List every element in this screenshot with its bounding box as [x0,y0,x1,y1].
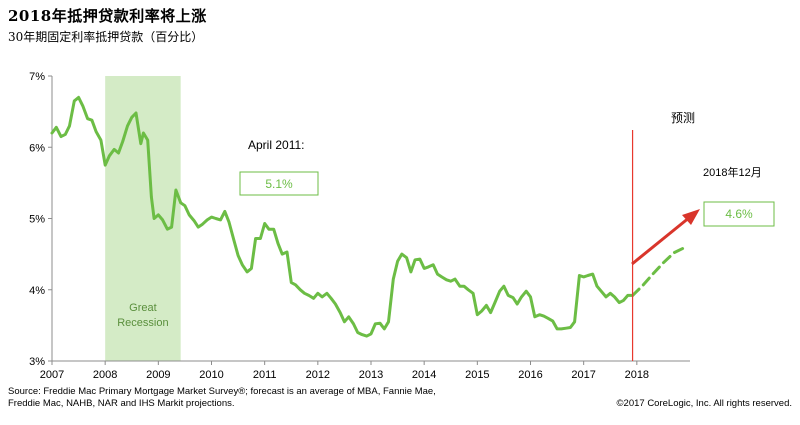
y-tick-label: 7% [29,71,45,83]
x-tick-label: 2007 [40,369,64,381]
chart-title: 2018年抵押贷款利率将上涨 [8,7,207,25]
april-2011-value: 5.1% [265,177,293,191]
y-tick-label: 6% [29,142,45,154]
chart-subtitle: 30年期固定利率抵押贷款（百分比） [8,30,204,44]
x-tick-label: 2010 [199,369,223,381]
recession-label-line1: Great [129,302,157,314]
rate-line-historical [50,95,635,338]
y-tick-label: 5% [29,214,45,226]
forecast-label: 预测 [671,111,695,125]
trend-arrow-shaft [631,215,691,266]
x-tick-label: 2014 [412,369,436,381]
april-2011-label: April 2011: [248,138,304,152]
april-2011-box [239,171,319,196]
dec-2018-box [703,201,775,227]
recession-label-line2: Recession [117,317,168,329]
x-tick-label: 2013 [359,369,383,381]
copyright-note: ©2017 CoreLogic, Inc. All rights reserve… [616,398,792,409]
x-tick-label: 2009 [146,369,170,381]
source-note: Source: Freddie Mac Primary Mortgage Mar… [8,386,436,409]
dec-2018-value: 4.6% [725,207,753,221]
trend-arrow-head [682,209,700,225]
recession-band [105,76,181,361]
rate-line-forecast [631,245,688,297]
x-tick-label: 2018 [625,369,649,381]
x-tick-label: 2011 [253,369,277,381]
dec-2018-label: 2018年12月 [703,165,762,179]
x-tick-label: 2008 [93,369,117,381]
x-tick-label: 2015 [465,369,489,381]
y-tick-label: 4% [29,285,45,297]
y-tick-label: 3% [29,356,45,368]
x-tick-label: 2016 [518,369,542,381]
x-tick-label: 2017 [571,369,595,381]
x-tick-label: 2012 [306,369,330,381]
